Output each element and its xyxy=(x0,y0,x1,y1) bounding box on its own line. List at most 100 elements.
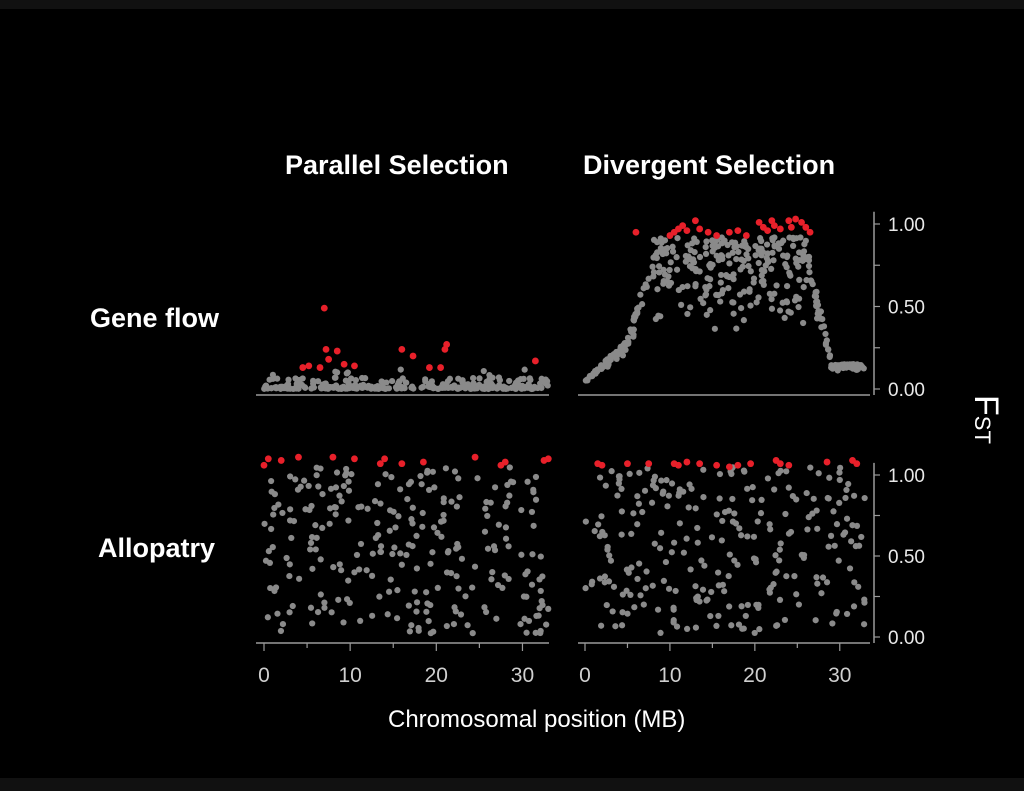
neutral-locus-point xyxy=(326,520,333,527)
neutral-locus-point xyxy=(470,374,477,382)
neutral-locus-point xyxy=(752,559,760,566)
neutral-locus-point xyxy=(455,375,462,382)
neutral-locus-point xyxy=(663,477,670,484)
neutral-locus-point xyxy=(544,382,551,389)
neutral-locus-point xyxy=(724,241,731,249)
outlier-locus-point xyxy=(277,457,285,464)
neutral-locus-point xyxy=(785,530,793,537)
neutral-locus-point xyxy=(747,302,754,309)
neutral-locus-point xyxy=(711,325,718,332)
neutral-locus-point xyxy=(301,477,308,484)
neutral-locus-point xyxy=(804,526,811,533)
neutral-locus-point xyxy=(787,309,794,316)
neutral-locus-point xyxy=(747,268,754,275)
neutral-locus-point xyxy=(756,245,763,252)
neutral-locus-point xyxy=(771,486,778,493)
neutral-locus-point xyxy=(808,278,815,285)
neutral-locus-point xyxy=(803,489,810,497)
neutral-locus-point xyxy=(662,558,670,566)
neutral-locus-point xyxy=(307,604,315,611)
neutral-locus-point xyxy=(627,591,634,599)
neutral-locus-point xyxy=(634,493,641,500)
neutral-locus-point xyxy=(768,265,775,272)
neutral-locus-point xyxy=(517,621,524,628)
neutral-locus-point xyxy=(736,291,744,298)
neutral-locus-point xyxy=(776,307,784,314)
neutral-locus-point xyxy=(274,375,281,382)
neutral-locus-point xyxy=(409,543,416,550)
neutral-locus-point xyxy=(342,472,349,479)
neutral-locus-point xyxy=(598,622,605,629)
neutral-locus-point xyxy=(730,310,737,317)
neutral-locus-point xyxy=(634,521,641,528)
neutral-locus-point xyxy=(420,383,427,390)
neutral-locus-point xyxy=(434,529,441,536)
neutral-locus-point xyxy=(723,273,731,280)
outlier-locus-point xyxy=(764,227,771,235)
neutral-locus-point xyxy=(776,546,783,553)
neutral-locus-point xyxy=(274,610,281,617)
outlier-locus-point xyxy=(260,461,268,469)
neutral-locus-point xyxy=(725,572,732,580)
neutral-locus-point xyxy=(652,485,659,492)
neutral-locus-point xyxy=(624,610,631,617)
neutral-locus-point xyxy=(430,628,437,635)
outlier-locus-point xyxy=(675,461,682,469)
neutral-locus-point xyxy=(453,545,460,552)
neutral-locus-point xyxy=(744,601,751,609)
outlier-locus-point xyxy=(316,364,324,371)
neutral-locus-point xyxy=(521,366,528,373)
outlier-locus-point xyxy=(787,223,795,231)
outlier-locus-point xyxy=(785,217,793,225)
neutral-locus-point xyxy=(395,513,402,520)
neutral-locus-point xyxy=(434,584,441,592)
neutral-locus-point xyxy=(286,561,293,568)
neutral-locus-point xyxy=(292,375,299,382)
neutral-locus-point xyxy=(771,234,778,241)
neutral-locus-point xyxy=(753,299,760,306)
neutral-locus-point xyxy=(440,499,447,506)
neutral-locus-point xyxy=(495,521,502,528)
neutral-locus-point xyxy=(288,534,295,542)
neutral-locus-point xyxy=(717,298,724,305)
neutral-locus-point xyxy=(749,497,756,504)
neutral-locus-point xyxy=(650,269,658,276)
neutral-locus-point xyxy=(784,252,791,259)
neutral-locus-point xyxy=(287,506,294,513)
neutral-locus-point xyxy=(621,340,628,347)
neutral-locus-point xyxy=(345,577,352,584)
neutral-locus-point xyxy=(596,575,604,582)
outlier-locus-point xyxy=(725,463,733,471)
neutral-locus-point xyxy=(413,608,420,615)
neutral-locus-point xyxy=(453,503,460,510)
neutral-locus-point xyxy=(452,608,459,615)
neutral-locus-point xyxy=(506,377,513,385)
neutral-locus-point xyxy=(614,492,621,499)
neutral-locus-point xyxy=(779,299,786,306)
neutral-locus-point xyxy=(654,606,662,613)
neutral-locus-point xyxy=(502,535,510,542)
neutral-locus-point xyxy=(637,592,644,599)
outlier-locus-point xyxy=(340,360,348,368)
neutral-locus-point xyxy=(639,508,646,516)
neutral-locus-point xyxy=(357,540,365,548)
neutral-locus-point xyxy=(729,249,736,256)
neutral-locus-point xyxy=(658,239,665,246)
outlier-locus-point xyxy=(683,458,691,466)
neutral-locus-point xyxy=(738,305,745,312)
neutral-locus-point xyxy=(739,625,746,632)
neutral-locus-point xyxy=(841,529,849,536)
neutral-locus-point xyxy=(755,259,762,267)
neutral-locus-point xyxy=(718,271,725,279)
neutral-locus-point xyxy=(692,583,699,590)
outlier-locus-point xyxy=(598,461,606,469)
neutral-locus-point xyxy=(392,524,399,531)
neutral-locus-point xyxy=(491,484,499,491)
neutral-locus-point xyxy=(684,310,691,318)
neutral-locus-point xyxy=(480,367,487,375)
outlier-locus-point xyxy=(333,347,341,355)
neutral-locus-point xyxy=(673,254,680,261)
neutral-locus-point xyxy=(618,531,625,538)
neutral-locus-point xyxy=(793,591,800,598)
neutral-locus-point xyxy=(816,308,824,315)
